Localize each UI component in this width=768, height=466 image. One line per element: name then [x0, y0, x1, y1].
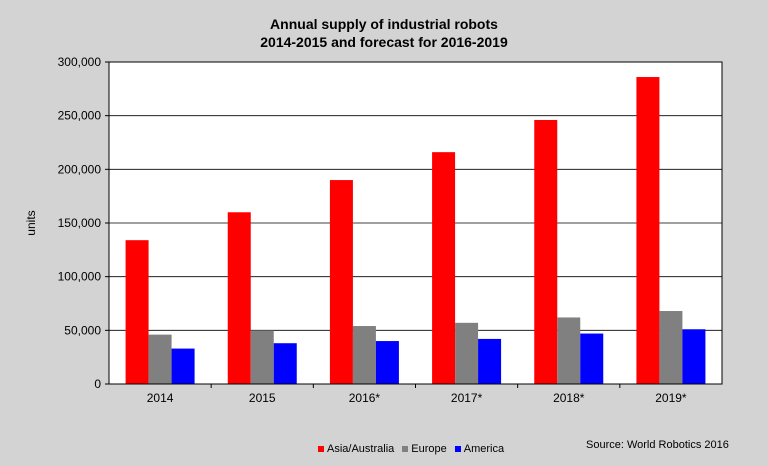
- legend-item-europe: Europe: [402, 443, 447, 455]
- bar-america: [478, 338, 502, 384]
- x-tick-label: 2019*: [655, 391, 687, 405]
- legend-swatch-asia-australia: [318, 446, 324, 452]
- bar-america: [273, 343, 297, 384]
- bar-asia-australia: [329, 180, 353, 384]
- y-axis-title: units: [24, 210, 38, 235]
- y-tick-label: 100,000: [58, 270, 102, 284]
- legend-swatch-america: [454, 446, 461, 452]
- chart-subtitle: 2014-2015 and forecast for 2016-2019: [260, 34, 508, 50]
- bar-america: [375, 341, 399, 384]
- bar-asia-australia: [636, 77, 660, 384]
- bar-asia-australia: [534, 119, 558, 385]
- bar-america: [171, 348, 195, 384]
- bar-asia-australia: [432, 152, 456, 384]
- bar-europe: [148, 334, 172, 384]
- chart-title: Annual supply of industrial robots: [270, 16, 498, 32]
- y-tick-label: 300,000: [58, 55, 102, 69]
- legend: Asia/Australia Europe America: [318, 443, 512, 455]
- source-note: Source: World Robotics 2016: [586, 439, 729, 451]
- bar-europe: [352, 326, 376, 384]
- y-tick-label: 200,000: [58, 162, 102, 176]
- x-tick-label: 2015: [249, 391, 276, 405]
- x-tick-label: 2017*: [451, 391, 483, 405]
- x-tick-label: 2014: [147, 391, 174, 405]
- x-tick-label: 2018*: [553, 391, 585, 405]
- y-tick-label: 50,000: [64, 323, 101, 337]
- bar-europe: [455, 322, 479, 384]
- legend-label-europe: Europe: [411, 443, 447, 455]
- y-tick-label: 150,000: [58, 216, 102, 230]
- legend-swatch-europe: [402, 446, 409, 452]
- bar-america: [580, 333, 604, 384]
- bar-asia-australia: [227, 212, 251, 384]
- plot-border: [108, 61, 723, 385]
- bar-europe: [659, 311, 683, 384]
- legend-item-asia-australia: Asia/Australia: [318, 443, 394, 455]
- x-tick-label: 2016*: [349, 391, 381, 405]
- legend-item-america: America: [454, 443, 505, 455]
- y-tick-label: 0: [94, 377, 101, 391]
- bar-europe: [557, 317, 581, 384]
- bar-asia-australia: [125, 240, 149, 384]
- legend-label-asia-australia: Asia/Australia: [327, 443, 395, 455]
- y-tick-label: 250,000: [58, 109, 102, 123]
- legend-label-america: America: [463, 443, 505, 455]
- bar-europe: [250, 330, 274, 384]
- bar-america: [682, 329, 706, 384]
